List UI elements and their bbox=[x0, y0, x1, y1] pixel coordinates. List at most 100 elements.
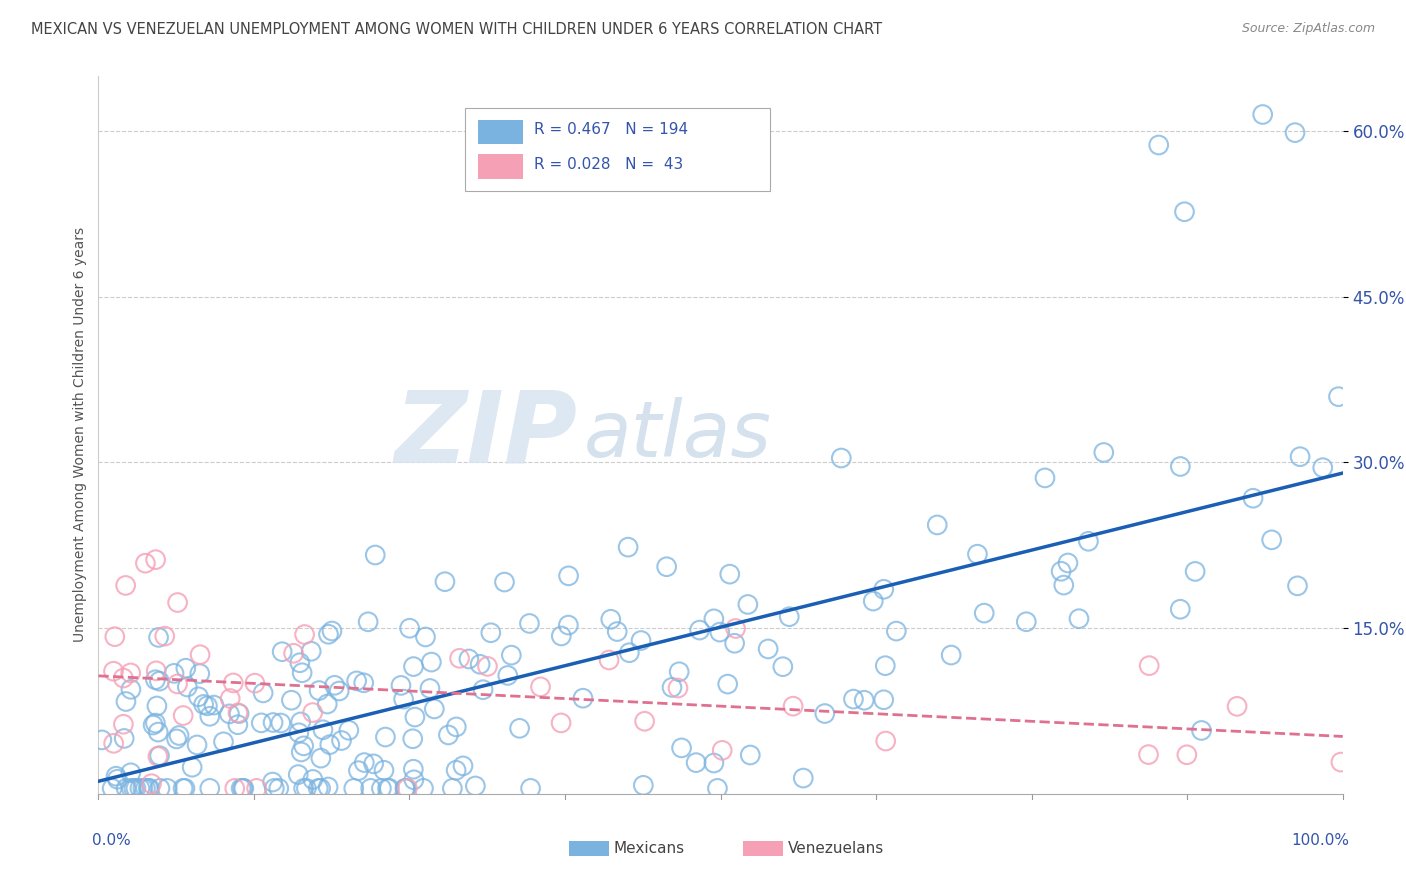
Point bbox=[1077, 534, 1099, 549]
Point bbox=[120, 765, 142, 780]
Point bbox=[479, 625, 502, 640]
Point bbox=[120, 682, 142, 697]
Point bbox=[1050, 564, 1073, 578]
Point bbox=[103, 664, 125, 678]
Point bbox=[141, 777, 163, 791]
Point bbox=[229, 781, 252, 796]
Point bbox=[1067, 612, 1090, 626]
Point bbox=[550, 629, 572, 643]
Point bbox=[599, 612, 621, 626]
Point bbox=[172, 781, 194, 796]
Point bbox=[1286, 579, 1309, 593]
Point bbox=[122, 781, 145, 796]
Point bbox=[668, 665, 690, 679]
Point bbox=[295, 781, 318, 796]
Point bbox=[1241, 491, 1264, 506]
Point bbox=[309, 781, 332, 796]
Point bbox=[287, 767, 309, 781]
Point bbox=[519, 781, 541, 796]
Point bbox=[1092, 445, 1115, 459]
Point bbox=[145, 716, 167, 731]
Point bbox=[132, 781, 155, 796]
Point bbox=[172, 708, 194, 723]
Point bbox=[202, 698, 225, 712]
Point bbox=[598, 653, 620, 667]
Point bbox=[267, 781, 290, 796]
Point bbox=[142, 718, 165, 732]
Point bbox=[101, 781, 124, 796]
Point bbox=[114, 578, 136, 592]
Point bbox=[307, 781, 329, 796]
Point bbox=[392, 692, 415, 706]
Point bbox=[1033, 471, 1056, 485]
Point bbox=[134, 556, 156, 570]
Point bbox=[1289, 450, 1312, 464]
Point bbox=[148, 631, 170, 645]
Point bbox=[1191, 723, 1213, 738]
Point bbox=[145, 664, 167, 678]
Point bbox=[360, 781, 382, 796]
Point bbox=[1137, 747, 1160, 762]
Point bbox=[145, 552, 167, 566]
Point bbox=[875, 734, 897, 748]
Point bbox=[398, 621, 420, 635]
Point bbox=[146, 698, 169, 713]
Point bbox=[321, 624, 343, 638]
Point bbox=[222, 676, 245, 690]
FancyBboxPatch shape bbox=[478, 154, 523, 178]
Point bbox=[814, 706, 837, 721]
Point bbox=[316, 780, 339, 794]
Point bbox=[302, 772, 325, 787]
Point bbox=[509, 722, 531, 736]
Point bbox=[316, 697, 339, 711]
Point bbox=[723, 636, 745, 650]
Point bbox=[105, 769, 128, 783]
Point bbox=[353, 676, 375, 690]
Point bbox=[212, 735, 235, 749]
Point bbox=[347, 764, 370, 778]
Point bbox=[262, 715, 284, 730]
Point bbox=[149, 781, 172, 796]
Point bbox=[112, 671, 135, 685]
Point bbox=[689, 623, 711, 637]
Point bbox=[373, 764, 395, 778]
Point bbox=[377, 781, 399, 796]
Point bbox=[873, 692, 896, 706]
Point bbox=[174, 661, 197, 675]
Point bbox=[270, 716, 292, 731]
Point bbox=[250, 715, 273, 730]
Point bbox=[262, 775, 284, 789]
Point bbox=[703, 756, 725, 770]
Text: MEXICAN VS VENEZUELAN UNEMPLOYMENT AMONG WOMEN WITH CHILDREN UNDER 6 YEARS CORRE: MEXICAN VS VENEZUELAN UNEMPLOYMENT AMONG… bbox=[31, 22, 882, 37]
Point bbox=[115, 781, 138, 796]
Point bbox=[252, 686, 274, 700]
Point bbox=[224, 781, 246, 796]
Text: Venezuelans: Venezuelans bbox=[787, 841, 884, 856]
Point bbox=[120, 665, 142, 680]
Point bbox=[404, 710, 426, 724]
FancyBboxPatch shape bbox=[478, 120, 523, 144]
Point bbox=[112, 717, 135, 731]
Point bbox=[1260, 533, 1282, 547]
Point bbox=[146, 749, 169, 764]
Point bbox=[198, 781, 221, 796]
Point bbox=[138, 781, 160, 796]
Point bbox=[423, 702, 446, 716]
Point bbox=[187, 690, 209, 704]
Point bbox=[125, 781, 148, 796]
Point bbox=[328, 684, 350, 698]
Point bbox=[572, 691, 595, 706]
Point bbox=[419, 681, 441, 696]
Point bbox=[619, 646, 641, 660]
FancyBboxPatch shape bbox=[465, 108, 770, 191]
FancyBboxPatch shape bbox=[742, 840, 783, 856]
Text: R = 0.028   N =  43: R = 0.028 N = 43 bbox=[534, 157, 683, 171]
Point bbox=[496, 668, 519, 682]
Point bbox=[318, 627, 340, 641]
Point bbox=[290, 745, 312, 759]
Point bbox=[1312, 460, 1334, 475]
Point bbox=[243, 676, 266, 690]
Point bbox=[156, 781, 179, 796]
Point bbox=[319, 738, 342, 752]
Point bbox=[292, 781, 315, 796]
